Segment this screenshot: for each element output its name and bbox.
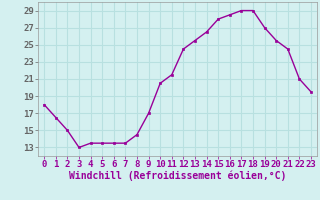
X-axis label: Windchill (Refroidissement éolien,°C): Windchill (Refroidissement éolien,°C) — [69, 171, 286, 181]
